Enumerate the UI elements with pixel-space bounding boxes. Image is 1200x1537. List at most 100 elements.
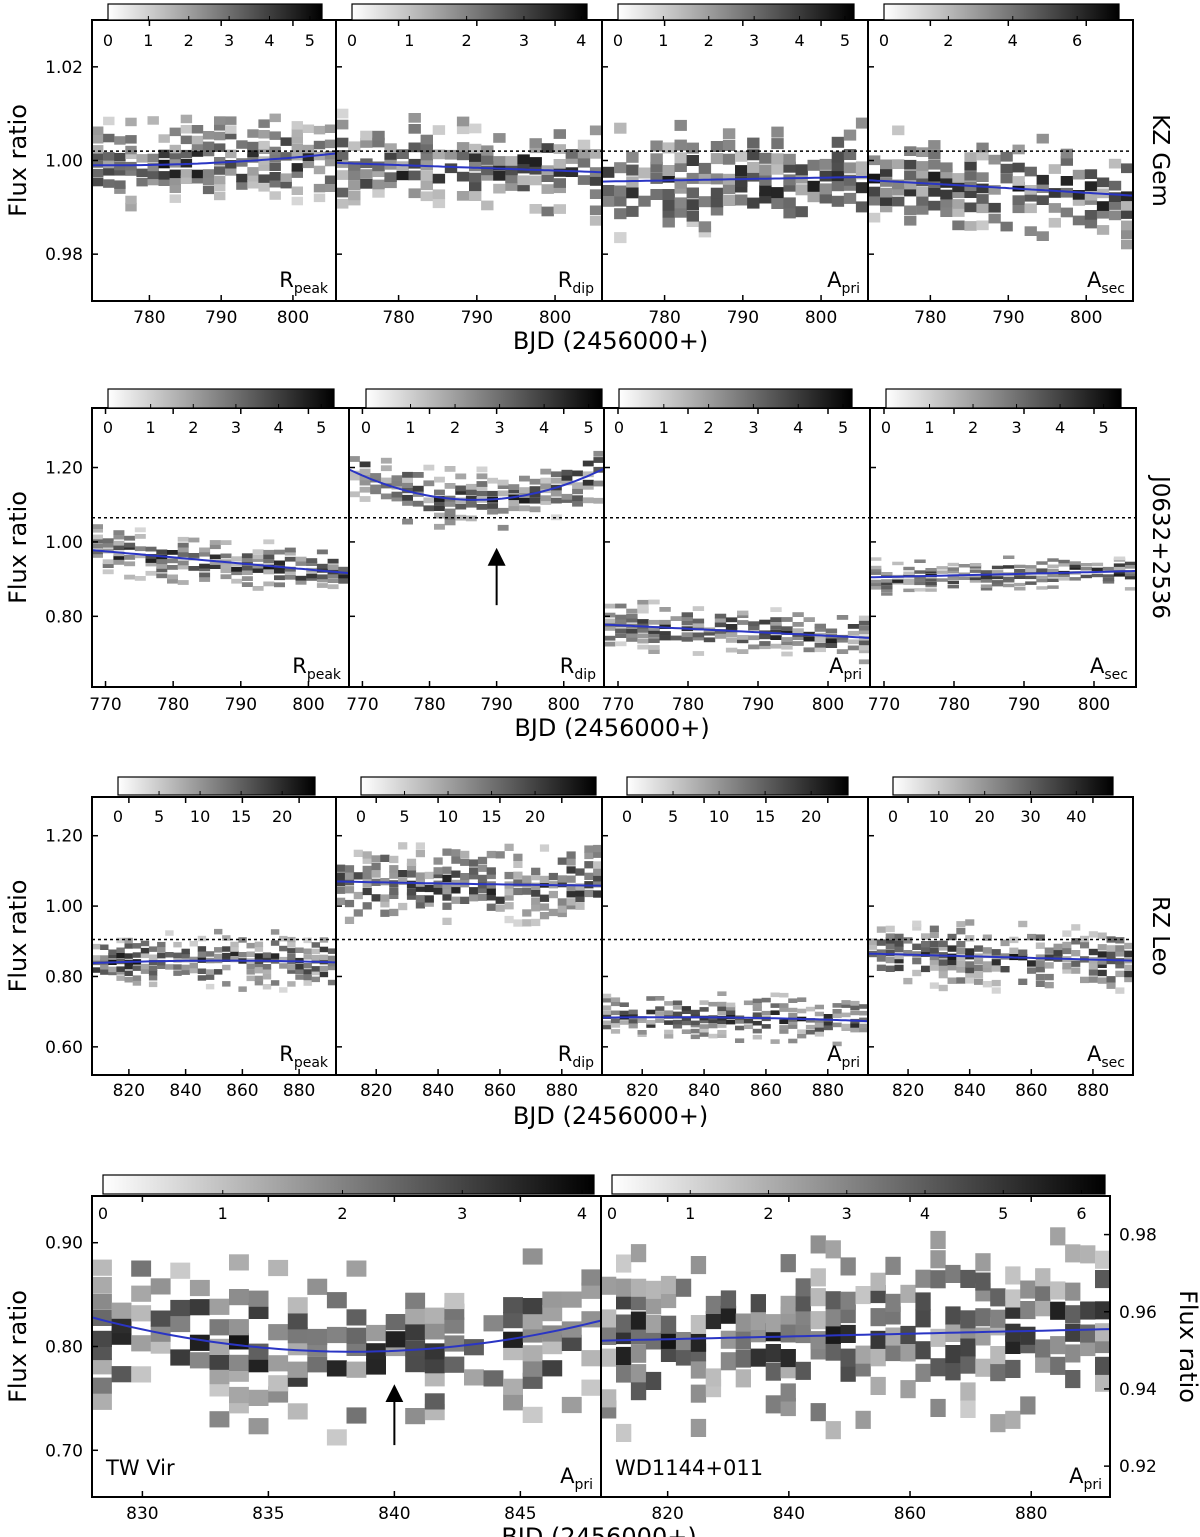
density-cell (936, 566, 948, 570)
density-cell (881, 579, 893, 583)
density-cell (553, 204, 566, 214)
density-cell (885, 965, 895, 972)
density-cell (795, 1361, 811, 1380)
density-cell (855, 168, 869, 180)
density-cell (1012, 195, 1025, 205)
density-cell (807, 159, 820, 171)
density-cell (885, 1256, 901, 1275)
density-cell (280, 137, 292, 146)
density-cell (384, 143, 397, 153)
density-cell (660, 1290, 677, 1309)
density-cell (991, 952, 1001, 960)
star-name-label: WD1144+011 (615, 1456, 763, 1480)
density-cell (870, 582, 882, 587)
density-cell (975, 1308, 991, 1327)
density-cell (1088, 948, 1098, 956)
density-cell (858, 640, 871, 646)
colorbar-gradient (885, 388, 1122, 409)
density-cell (408, 142, 421, 153)
density-cell (124, 937, 133, 944)
density-cell (391, 491, 403, 498)
density-cell (311, 969, 320, 976)
density-cell (903, 977, 913, 985)
density-cell (832, 1022, 842, 1028)
density-cell (1062, 947, 1072, 955)
density-cell (752, 1003, 762, 1008)
density-cell (481, 165, 494, 176)
density-map (601, 1227, 1111, 1442)
density-cell (988, 213, 1001, 224)
density-cell (344, 865, 355, 873)
density-cell (904, 179, 917, 190)
density-cell (338, 566, 350, 572)
density-cell (975, 1272, 991, 1291)
density-cell (336, 198, 349, 209)
density-cell (938, 971, 948, 979)
density-cell (258, 140, 270, 150)
density-cell (750, 1311, 766, 1330)
panel-label-main: A (827, 268, 842, 292)
density-cell (124, 963, 133, 970)
density-cell (805, 1018, 816, 1023)
density-cell (116, 947, 125, 953)
density-cell (855, 201, 869, 213)
density-cell (698, 221, 712, 233)
density-cell (539, 875, 550, 884)
density-cell (561, 497, 573, 503)
density-cell (572, 495, 583, 502)
density-cell (795, 164, 808, 176)
density-cell (670, 616, 682, 621)
density-cell (1095, 1356, 1111, 1375)
density-cell (735, 165, 748, 177)
density-cell (940, 197, 953, 208)
density-cell (947, 584, 959, 589)
density-cell (291, 186, 303, 195)
density-cell (903, 578, 915, 583)
density-cell (424, 1307, 445, 1324)
density-cell (346, 1327, 367, 1344)
density-cell (477, 864, 488, 872)
density-cell (947, 958, 957, 966)
density-cell (637, 638, 649, 644)
density-cell (566, 902, 576, 910)
density-cell (1027, 960, 1037, 967)
density-cell (582, 471, 594, 478)
density-cell (156, 559, 168, 565)
density-cell (708, 1018, 718, 1024)
density-cell (477, 885, 488, 893)
density-cell (929, 982, 939, 989)
density-cell (602, 185, 615, 196)
density-cell (836, 649, 849, 654)
density-cell (295, 974, 304, 980)
density-cell (885, 949, 895, 957)
density-cell (1097, 951, 1107, 958)
density-cell (248, 1356, 269, 1373)
panel-label-main: A (827, 1042, 842, 1066)
density-cell (825, 1308, 841, 1327)
star-name-label: RZ Leo (1147, 896, 1173, 976)
density-cell (254, 962, 264, 968)
density-cell (672, 1000, 683, 1006)
colorbar-tick-label: 0 (613, 31, 623, 50)
density-cell (720, 1305, 737, 1324)
density-cell (156, 549, 168, 555)
density-cell (346, 1260, 367, 1277)
density-cell (619, 1002, 629, 1007)
density-cell (881, 588, 893, 593)
density-cell (1044, 981, 1054, 989)
density-cell (859, 1023, 869, 1029)
density-cell (125, 145, 137, 155)
density-cell (1035, 966, 1045, 973)
density-cell (840, 1291, 856, 1310)
density-cell (295, 556, 307, 562)
density-cell (503, 1331, 523, 1348)
colorbar-tick-label: 0 (888, 807, 898, 826)
density-cell (708, 1023, 718, 1029)
density-cell (880, 196, 893, 206)
density-cell (810, 1403, 826, 1422)
density-cell (708, 1033, 718, 1039)
density-cell (876, 939, 886, 946)
density-cell (566, 890, 576, 898)
density-cell (326, 1292, 347, 1309)
